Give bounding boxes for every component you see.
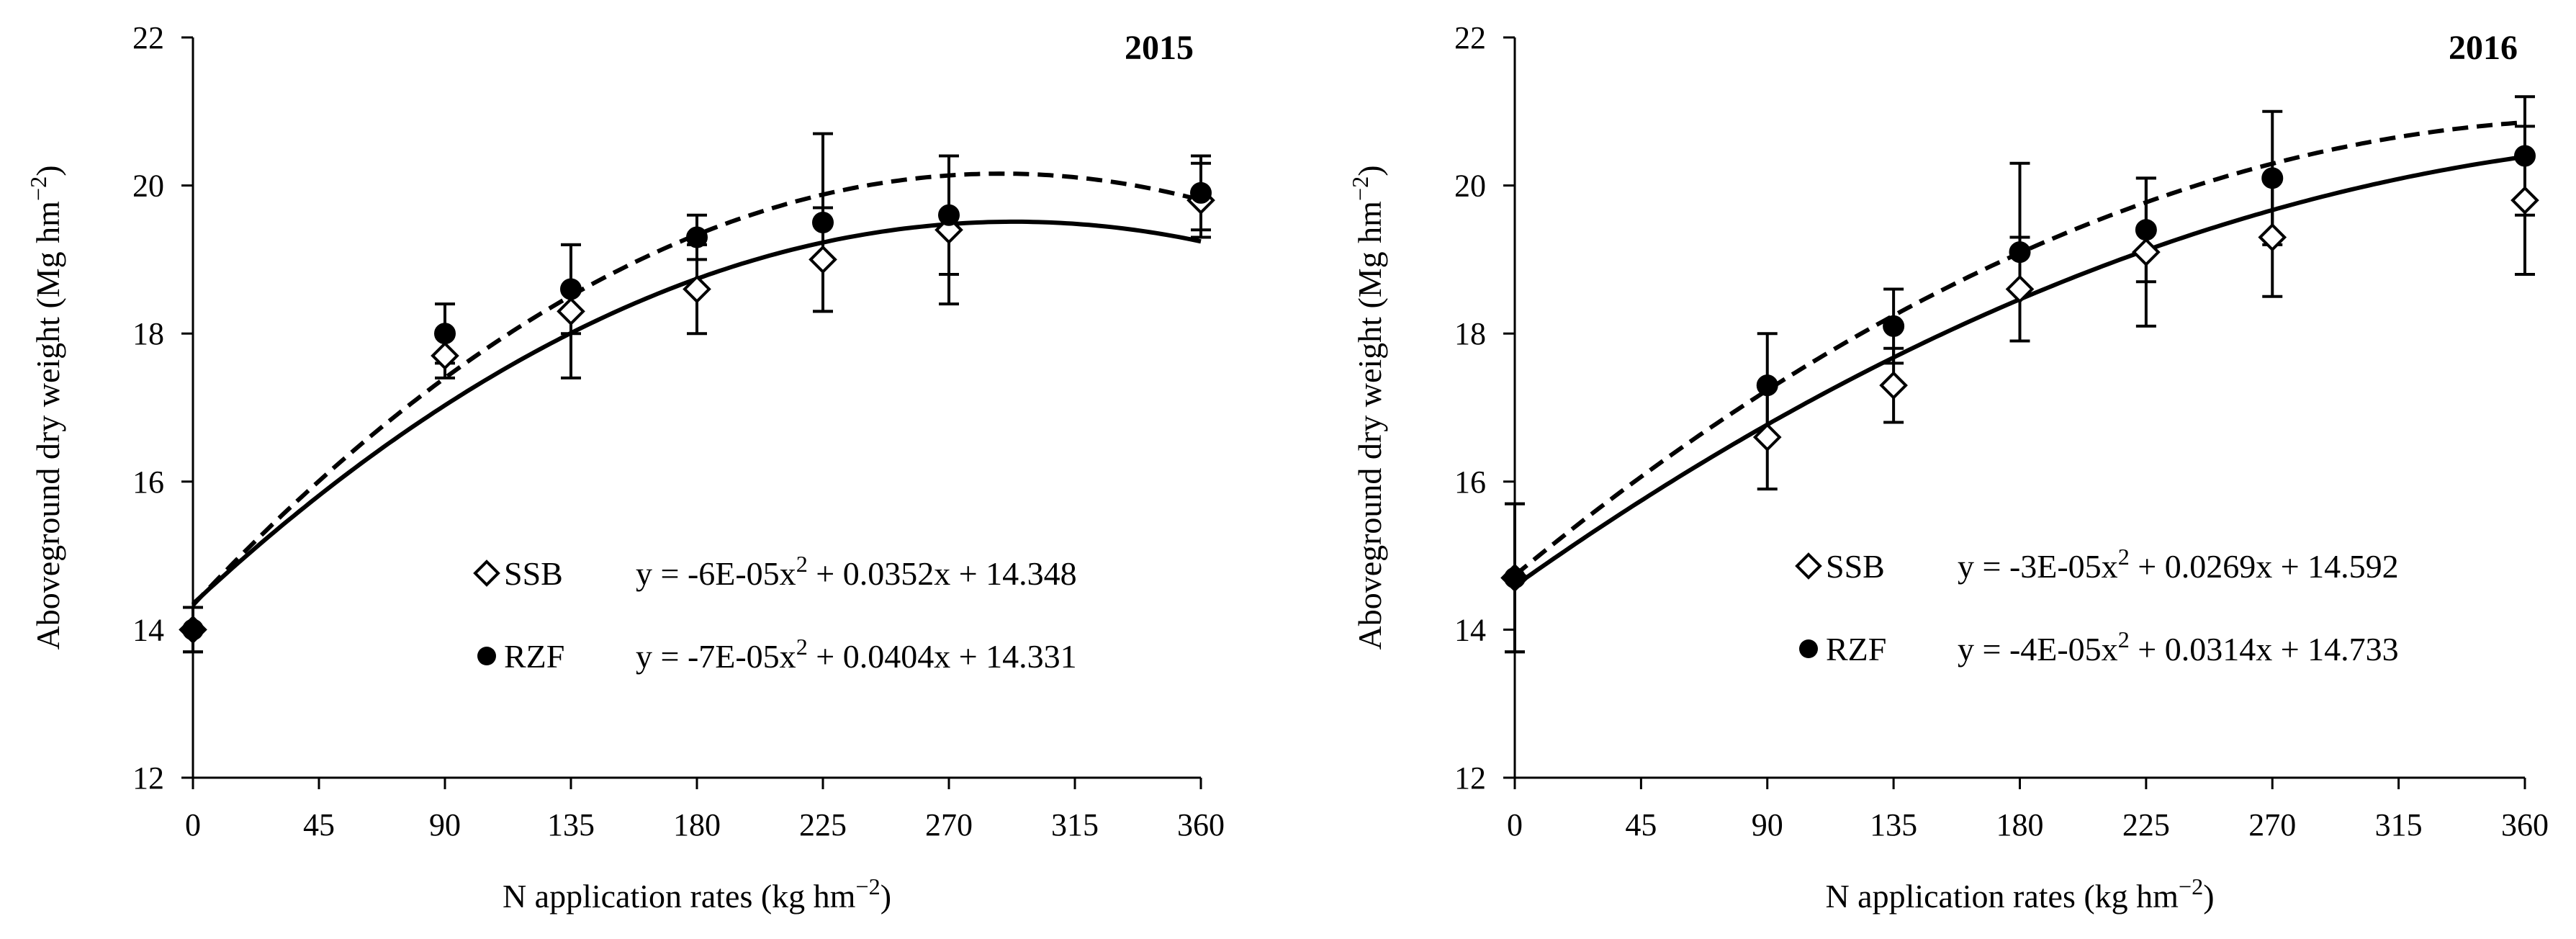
data-point-rzf [1505, 567, 1525, 588]
legend-equation-rzf: y = -7E-05x2 + 0.0404x + 14.331 [636, 634, 1077, 675]
legend-marker-ssb [475, 562, 498, 585]
y-tick-label: 14 [1454, 612, 1486, 647]
x-tick-label: 0 [1507, 807, 1523, 843]
data-point-rzf [2136, 220, 2156, 240]
legend-equation-rzf: y = -4E-05x2 + 0.0314x + 14.733 [1958, 626, 2399, 668]
panel-title: 2015 [1125, 29, 1194, 67]
x-tick-label: 90 [1752, 807, 1783, 843]
y-tick-label: 12 [132, 760, 164, 796]
x-tick-label: 45 [303, 807, 335, 843]
data-point-rzf [2515, 145, 2535, 166]
y-tick-label: 18 [1454, 316, 1486, 351]
data-point-ssb [2134, 240, 2158, 264]
x-tick-label: 0 [185, 807, 201, 843]
y-axis-title: Aboveground dry weight (Mg hm−2) [1347, 165, 1388, 650]
legend-label-rzf: RZF [1826, 631, 1886, 668]
data-point-rzf [813, 212, 833, 233]
data-point-rzf [939, 205, 959, 225]
chart-panel-2016: 12 14 16 18 20 22 0 45 90 135 180 225 270 315 360 N app… [1347, 20, 2549, 915]
panel-title: 2016 [2449, 29, 2518, 67]
x-tick-label: 135 [1870, 807, 1917, 843]
y-tick-label: 18 [132, 316, 164, 351]
x-axis-title: N application rates (kg hm−2) [1825, 873, 2214, 915]
data-point-ssb [811, 247, 835, 271]
data-point-ssb [2513, 188, 2537, 212]
legend-label-rzf: RZF [504, 638, 564, 675]
x-tick-label: 270 [925, 807, 973, 843]
y-tick-label: 16 [132, 464, 164, 500]
x-tick-label: 180 [673, 807, 721, 843]
y-axis-title: Aboveground dry weight (Mg hm−2) [25, 165, 66, 650]
data-point-rzf [1757, 375, 1778, 395]
y-tick-label: 16 [1454, 464, 1486, 500]
chart-panel-2015: 12 14 16 18 20 22 0 45 90 135 180 225 270 315 360 N app… [25, 20, 1225, 915]
data-point-rzf [1883, 316, 1904, 336]
data-point-ssb [1881, 373, 1906, 397]
legend-marker-rzf [477, 647, 496, 665]
x-tick-label: 45 [1625, 807, 1657, 843]
y-tick-label: 20 [132, 169, 164, 204]
x-tick-label: 360 [1177, 807, 1225, 843]
data-point-rzf [687, 228, 707, 248]
x-axis-title: N application rates (kg hm−2) [503, 873, 891, 915]
x-tick-label: 90 [429, 807, 461, 843]
x-tick-label: 180 [1996, 807, 2044, 843]
x-tick-label: 135 [547, 807, 595, 843]
x-tick-label: 270 [2248, 807, 2296, 843]
legend-label-ssb: SSB [504, 555, 563, 592]
y-tick-label: 14 [132, 612, 164, 647]
data-point-rzf [561, 279, 581, 300]
figure: 1214161820220 45 90 135 180 225 270 315 360N app… [0, 0, 2576, 939]
x-tick-label: 315 [1051, 807, 1099, 843]
legend-equation-ssb: y = -6E-05x2 + 0.0352x + 14.348 [636, 551, 1077, 592]
x-tick-label: 225 [2122, 807, 2170, 843]
data-point-rzf [2010, 242, 2030, 262]
y-tick-label: 22 [132, 20, 164, 55]
data-point-rzf [435, 323, 455, 343]
legend-equation-ssb: y = -3E-05x2 + 0.0269x + 14.592 [1958, 544, 2399, 585]
legend-label-ssb: SSB [1826, 548, 1885, 585]
x-tick-label: 315 [2375, 807, 2423, 843]
legend-marker-rzf [1799, 639, 1818, 658]
x-tick-label: 225 [799, 807, 847, 843]
y-tick-label: 22 [1454, 20, 1486, 55]
y-tick-label: 12 [1454, 760, 1486, 796]
legend-marker-ssb [1797, 554, 1820, 578]
data-point-rzf [2262, 168, 2282, 188]
y-tick-label: 20 [1454, 169, 1486, 204]
data-point-rzf [183, 619, 203, 639]
x-tick-label: 360 [2501, 807, 2549, 843]
data-point-rzf [1191, 183, 1211, 203]
